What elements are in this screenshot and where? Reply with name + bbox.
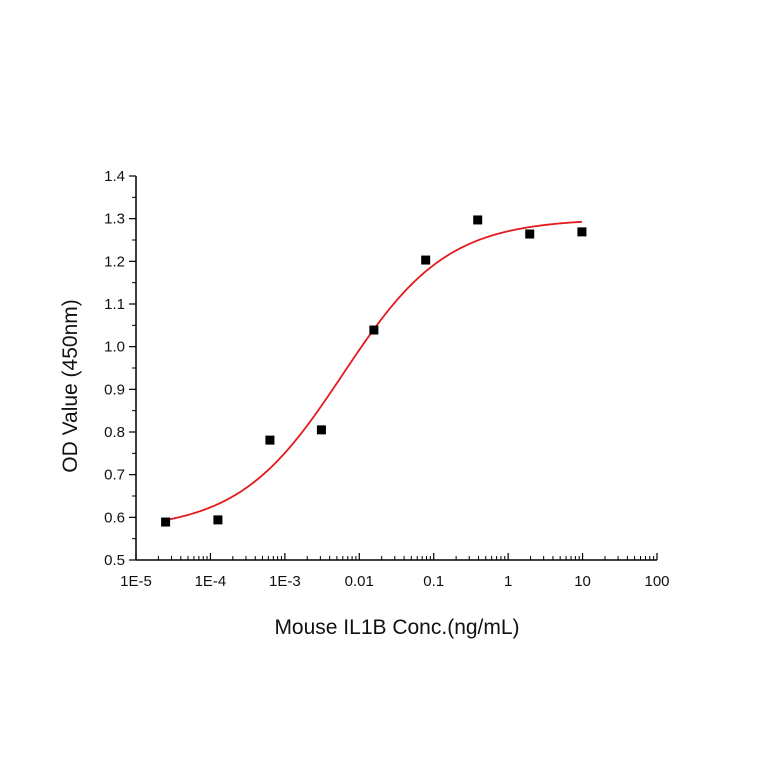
x-axis-ticks: 1E-5 1E-4 1E-3 0.01 0.1 1 10 100 [120,553,670,590]
data-point-marker [369,325,379,335]
y-tick-label: 0.8 [104,424,125,441]
data-point-marker [525,229,535,239]
y-tick-label: 1.0 [104,339,125,356]
x-tick-label: 0.1 [423,573,444,590]
y-axis-title: OD Value (450nm) [59,299,82,473]
y-tick-label: 1.2 [104,253,125,270]
x-tick-label: 100 [644,573,669,590]
data-point-marker [421,255,431,265]
x-axis-title: Mouse IL1B Conc.(ng/mL) [274,616,519,639]
y-tick-label: 1.1 [104,296,125,313]
x-tick-label: 1E-4 [195,573,227,590]
x-tick-label: 1E-3 [269,573,301,590]
data-point-marker [316,425,326,435]
y-tick-label: 0.9 [104,381,125,398]
data-point-marker [161,517,171,527]
x-tick-label: 10 [574,573,591,590]
data-point-marker [265,435,275,445]
y-tick-label: 1.3 [104,211,125,228]
data-point-marker [577,227,587,237]
x-tick-label: 0.01 [345,573,374,590]
y-tick-label: 0.7 [104,467,125,484]
data-point-marker [473,215,483,225]
data-points [161,215,587,527]
y-axis-ticks: 0.5 0.6 0.7 0.8 0.9 1.0 1.1 1.2 1.3 1.4 [104,168,136,569]
y-tick-label: 0.5 [104,552,125,569]
fitted-curve [165,220,582,521]
data-point-marker [213,515,223,525]
x-tick-label: 1E-5 [120,573,152,590]
x-tick-label: 1 [504,573,512,590]
y-tick-label: 0.6 [104,509,125,526]
y-tick-label: 1.4 [104,168,125,185]
